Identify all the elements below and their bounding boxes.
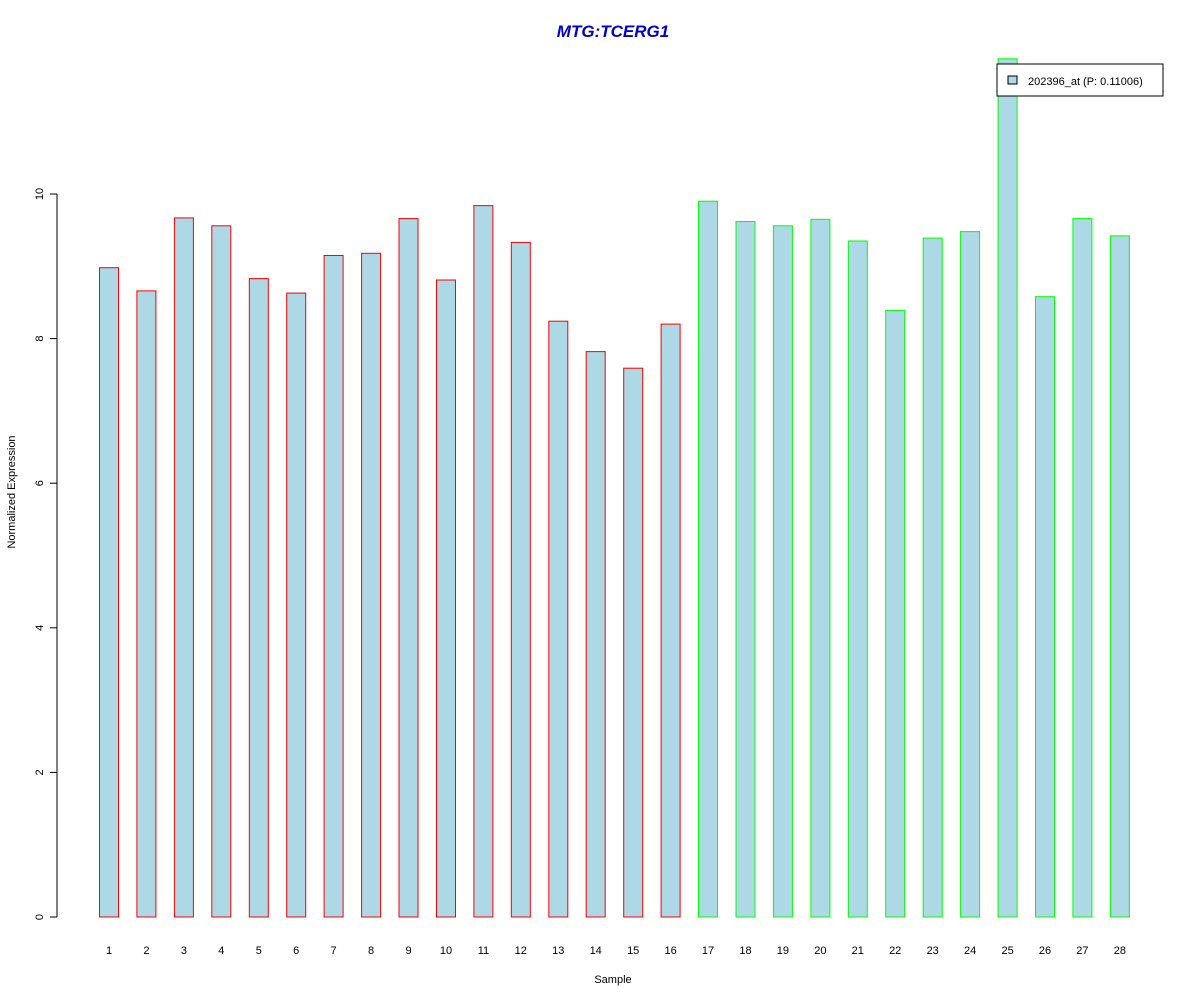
- bar-sample-12: [510, 241, 531, 918]
- y-axis-label: Normalized Expression: [6, 435, 18, 548]
- bar-sample-7: [323, 255, 344, 918]
- x-tick-label: 4: [218, 945, 224, 957]
- bar-sample-2: [136, 290, 157, 918]
- bar-sample-9: [398, 218, 419, 918]
- x-tick-label: 26: [1039, 945, 1051, 957]
- bar-sample-23: [922, 237, 943, 918]
- bar-sample-5: [248, 278, 269, 918]
- bar-sample-20: [810, 218, 831, 918]
- bar-sample-4: [211, 225, 232, 918]
- x-tick-label: 12: [515, 945, 527, 957]
- x-tick-label: 24: [964, 945, 976, 957]
- x-tick-label: 10: [440, 945, 452, 957]
- bar-sample-8: [361, 252, 382, 918]
- x-tick-label: 21: [852, 945, 864, 957]
- y-tick-label: 10: [34, 188, 46, 200]
- x-axis-label: Sample: [594, 974, 631, 986]
- x-tick-label: 23: [927, 945, 939, 957]
- x-tick-labels: 1 2 3 4 5 6 7 8 9 10 11 12 13 14 15 16 17 18 19 20 21 22 23 24 2…: [106, 945, 1126, 957]
- bar-sample-6: [286, 292, 307, 918]
- legend: 202396_at (P: 0.11006): [996, 63, 1164, 97]
- bar-sample-3: [173, 217, 194, 918]
- bar-sample-22: [885, 309, 906, 918]
- x-tick-label: 15: [627, 945, 639, 957]
- bar-sample-1: [99, 267, 119, 918]
- x-tick-label: 3: [181, 945, 187, 957]
- bar-sample-27: [1072, 218, 1093, 918]
- bar-sample-16: [660, 323, 681, 918]
- x-tick-label: 20: [814, 945, 826, 957]
- bar-sample-26: [1035, 296, 1055, 918]
- bar-sample-21: [847, 240, 868, 918]
- x-tick-label: 7: [331, 945, 337, 957]
- y-tick-label: 6: [34, 480, 46, 486]
- chart-title: MTG:TCERG1: [557, 22, 669, 41]
- y-tick-label: 8: [34, 336, 46, 342]
- x-tick-label: 27: [1076, 945, 1088, 957]
- y-tick-label: 0: [34, 914, 46, 920]
- x-tick-label: 13: [552, 945, 564, 957]
- legend-label: 202396_at (P: 0.11006): [1028, 76, 1143, 88]
- x-tick-label: 6: [293, 945, 299, 957]
- bar-sample-11: [473, 205, 494, 918]
- bar-sample-17: [698, 200, 718, 918]
- bars-group: [99, 58, 1130, 918]
- legend-swatch: [1007, 75, 1018, 85]
- x-tick-label: 11: [478, 945, 489, 957]
- y-axis: 0 2 4 6 8 10: [34, 188, 58, 920]
- legend-box: [996, 63, 1164, 97]
- bar-sample-15: [623, 367, 644, 918]
- x-tick-label: 28: [1114, 945, 1126, 957]
- x-tick-label: 22: [889, 945, 901, 957]
- x-tick-label: 18: [739, 945, 751, 957]
- bar-sample-28: [1109, 235, 1130, 918]
- x-tick-label: 17: [702, 945, 714, 957]
- x-tick-label: 1: [106, 945, 112, 957]
- x-tick-label: 5: [256, 945, 262, 957]
- x-tick-label: 19: [777, 945, 789, 957]
- x-tick-label: 9: [405, 945, 411, 957]
- x-tick-label: 8: [368, 945, 374, 957]
- bar-sample-18: [735, 221, 756, 918]
- y-tick-label: 4: [34, 625, 46, 631]
- bar-sample-10: [436, 279, 456, 918]
- y-tick-label: 2: [34, 769, 46, 775]
- x-tick-label: 16: [664, 945, 676, 957]
- bar-sample-24: [960, 231, 981, 918]
- bar-sample-14: [585, 351, 606, 918]
- x-tick-label: 14: [590, 945, 602, 957]
- bar-sample-19: [772, 225, 793, 918]
- bar-sample-25: [997, 58, 1018, 918]
- bar-sample-13: [548, 320, 569, 918]
- x-tick-label: 25: [1001, 945, 1013, 957]
- x-tick-label: 2: [143, 945, 149, 957]
